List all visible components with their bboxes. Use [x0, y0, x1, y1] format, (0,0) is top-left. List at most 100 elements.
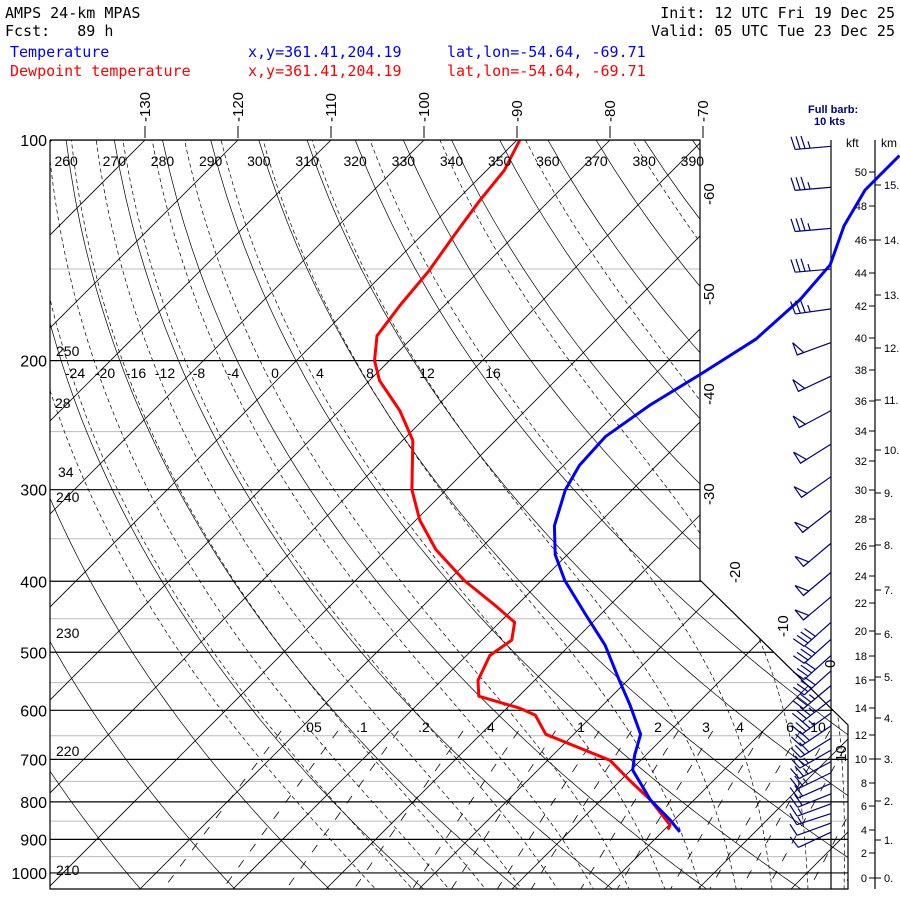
moist-adiabat-label: -20 [95, 365, 115, 381]
theta-label: 290 [199, 153, 223, 169]
dry-adiabat-line [50, 140, 154, 889]
wind-barb-full [796, 634, 809, 644]
isotherm-line [50, 140, 830, 889]
isotherm-side-label: -40 [701, 383, 718, 405]
wind-barb-staff [795, 268, 832, 273]
kft-label: 18 [855, 651, 867, 663]
kft-label: 42 [855, 301, 867, 313]
wind-barb-full [790, 747, 801, 758]
kft-label: 0 [861, 873, 867, 885]
wind-barb [789, 822, 832, 836]
wind-barb [792, 342, 832, 356]
kft-label: 40 [855, 333, 867, 345]
theta-left-label: 210 [56, 862, 80, 878]
mixing-ratio-line [835, 730, 848, 889]
km-label: 12. [884, 343, 899, 355]
theta-label: 310 [295, 153, 319, 169]
isotherm-side-label: 10 [833, 745, 850, 762]
wind-barb-full [789, 796, 799, 808]
moist-adiabat-label: -24 [65, 365, 85, 381]
isotherm-line [50, 140, 551, 889]
pressure-label: 100 [20, 133, 47, 150]
isotherm-top-label: -120 [230, 92, 247, 122]
moist-adiabat-line [311, 140, 740, 889]
isotherm-line [50, 140, 365, 889]
kft-label: 8 [861, 778, 867, 790]
barb-legend-line1: Full barb: [808, 104, 858, 116]
wind-barb [790, 737, 832, 758]
kft-header: kft [846, 136, 859, 150]
moist-adiabat-line [95, 140, 532, 889]
theta-left-label: 220 [56, 743, 80, 759]
wind-barb-full [795, 218, 801, 232]
kft-label: 34 [855, 426, 867, 438]
plot-frame [49, 139, 849, 890]
moist-left-label: 34 [58, 464, 74, 480]
wind-barb-full [794, 300, 801, 314]
isotherm-line [870, 106, 900, 900]
wind-barb-full [804, 661, 816, 670]
pressure-label: 1000 [11, 866, 47, 883]
wind-barb [790, 725, 832, 747]
theta-label: 270 [103, 153, 127, 169]
kft-label: 50 [855, 167, 867, 179]
moist-adiabat-label: 12 [419, 365, 435, 381]
wind-barb-full [799, 719, 811, 729]
wind-barb-staff [803, 638, 832, 664]
moist-adiabat-label: 8 [366, 365, 374, 381]
dewpoint-line [373, 140, 672, 831]
init-time: Init: 12 UTC Fri 19 Dec 25 [660, 4, 895, 22]
wind-barb-full [789, 812, 798, 826]
wind-barb [789, 772, 832, 790]
wind-barb-full [800, 631, 813, 641]
moist-adiabat-label: -4 [227, 365, 240, 381]
dry-adiabat-line [50, 140, 58, 889]
moist-adiabat-line [184, 140, 637, 889]
kft-label: 26 [855, 541, 867, 553]
isotherm-side-label: -60 [701, 183, 718, 205]
pressure-label: 500 [20, 645, 47, 662]
kft-label: 30 [855, 485, 867, 497]
theta-left-label: 230 [56, 625, 80, 641]
wind-barb-full [790, 301, 796, 315]
km-label: 5. [884, 672, 893, 684]
wind-barb-staff [795, 308, 832, 315]
wind-barb-full [794, 775, 804, 787]
mixing-ratio-label: .1 [356, 719, 368, 735]
theta-label: 360 [536, 153, 560, 169]
wind-barb [794, 542, 832, 568]
wind-barb-full [796, 696, 808, 706]
theta-label: 380 [633, 153, 657, 169]
wind-barb-staff [798, 772, 832, 790]
theta-label: 300 [247, 153, 271, 169]
wind-barb-full [792, 655, 805, 664]
wind-barb-half [803, 757, 809, 764]
wind-barb-full [790, 218, 796, 232]
pressure-label: 600 [20, 703, 47, 720]
mixing-ratio-line [662, 730, 764, 889]
wind-barb-full [795, 721, 807, 732]
mixing-ratio-label: 10 [810, 719, 826, 735]
wind-barb-full [796, 683, 809, 693]
wind-barb-staff [803, 655, 832, 680]
theta-label: 390 [681, 153, 705, 169]
wind-barb-full [792, 686, 805, 696]
wind-barb-pennant [792, 342, 805, 356]
theta-label: 320 [343, 153, 367, 169]
wind-barb-half [807, 304, 811, 313]
isotherm-top-label: -100 [416, 92, 433, 122]
moist-adiabat-line [50, 140, 426, 889]
mixing-ratio-line [759, 730, 848, 889]
wind-barb-full [790, 768, 800, 779]
dry-adiabat-line [389, 140, 848, 889]
theta-left-label: 250 [56, 343, 80, 359]
plot-area [50, 106, 900, 900]
wind-barb [790, 258, 832, 273]
wind-barb [792, 670, 832, 696]
pressure-label: 900 [20, 832, 47, 849]
dry-adiabat-line [62, 140, 536, 889]
wind-barb-staff [796, 803, 832, 817]
mixing-ratio-label: .05 [302, 719, 322, 735]
forecast-hour: Fcst: 89 h [5, 22, 114, 40]
wind-barb [792, 375, 832, 393]
